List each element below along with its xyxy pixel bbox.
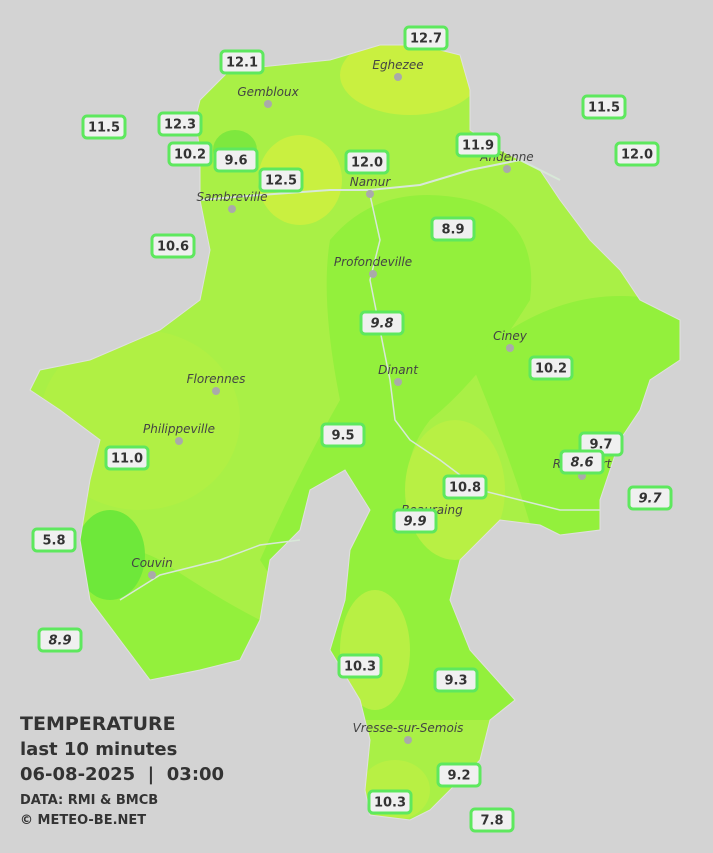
station-box (433, 667, 479, 693)
station-value: 8.6 (570, 456, 593, 471)
station-box (81, 114, 127, 140)
legend-credit: © METEO-BE.NET (20, 813, 146, 828)
city-dot (404, 736, 412, 744)
station-value: 9.6 (224, 154, 247, 169)
station-value: 10.8 (449, 481, 481, 496)
station-value: 12.5 (265, 174, 297, 189)
station-value: 12.1 (226, 56, 258, 71)
station-box (157, 111, 203, 137)
station-value: 9.5 (331, 429, 354, 444)
city-label: Sambreville (196, 190, 267, 204)
station-value: 12.7 (410, 32, 442, 47)
station-box (219, 49, 265, 75)
station-box (403, 25, 449, 51)
station-box (392, 508, 438, 534)
station-box (455, 132, 501, 158)
station-value: 11.0 (111, 452, 143, 467)
station-box (430, 216, 476, 242)
station-value: 12.0 (621, 148, 653, 163)
station-box (469, 807, 515, 833)
city-label: Couvin (131, 556, 172, 570)
legend-subtitle: last 10 minutes (20, 739, 177, 760)
station-box (167, 141, 213, 167)
station-value: 5.8 (42, 534, 65, 549)
legend-source: DATA: RMI & BMCB (20, 793, 158, 808)
station-value: 8.9 (441, 223, 464, 238)
city-dot (394, 378, 402, 386)
station-value: 12.0 (351, 156, 383, 171)
station-box (104, 445, 150, 471)
city-label: Dinant (378, 363, 419, 377)
station-value: 10.2 (174, 148, 206, 163)
legend-datetime: 06-08-2025 | 03:00 (20, 764, 224, 785)
station-box (213, 147, 259, 173)
station-box (37, 627, 83, 653)
station-box (359, 310, 405, 336)
station-box (436, 762, 482, 788)
station-box (581, 94, 627, 120)
station-box (559, 449, 605, 475)
city-label: Profondeville (334, 255, 412, 269)
legend-title: TEMPERATURE (20, 713, 176, 735)
station-box (367, 789, 413, 815)
station-box (344, 149, 390, 175)
station-value: 9.9 (403, 515, 426, 530)
city-dot (175, 437, 183, 445)
city-dot (148, 571, 156, 579)
station-value: 12.3 (164, 118, 196, 133)
station-box (614, 141, 660, 167)
city-dot (212, 387, 220, 395)
station-value: 8.9 (48, 634, 71, 649)
city-label: Eghezee (372, 58, 423, 72)
station-value: 10.6 (157, 240, 189, 255)
city-label: Ciney (493, 329, 528, 343)
station-value: 10.2 (535, 362, 567, 377)
station-box (442, 474, 488, 500)
station-value: 9.2 (447, 769, 470, 784)
station-value: 11.5 (588, 101, 620, 116)
city-label: Philippeville (143, 422, 215, 436)
station-box (150, 233, 196, 259)
station-value: 9.7 (589, 438, 612, 453)
station-box (528, 355, 574, 381)
station-value: 11.5 (88, 121, 120, 136)
station-box (31, 527, 77, 553)
station-box (627, 485, 673, 511)
city-dot (366, 190, 374, 198)
city-dot (394, 73, 402, 81)
city-dot (369, 270, 377, 278)
city-dot (228, 205, 236, 213)
city-label: Vresse-sur-Semois (353, 721, 464, 735)
station-value: 11.9 (462, 139, 494, 154)
station-value: 10.3 (344, 660, 376, 675)
city-dot (503, 165, 511, 173)
station-value: 7.8 (480, 814, 503, 829)
city-dot (506, 344, 514, 352)
station-value: 9.8 (370, 317, 393, 332)
legend: TEMPERATURE last 10 minutes 06-08-2025 |… (20, 713, 224, 828)
station-box (337, 653, 383, 679)
city-label: Florennes (187, 372, 246, 386)
station-value: 10.3 (374, 796, 406, 811)
station-value: 9.7 (638, 492, 662, 507)
city-label: Gembloux (237, 85, 299, 99)
city-label: Namur (350, 175, 392, 189)
station-box (320, 422, 366, 448)
city-dot (264, 100, 272, 108)
station-value: 9.3 (444, 674, 467, 689)
station-box (258, 167, 304, 193)
